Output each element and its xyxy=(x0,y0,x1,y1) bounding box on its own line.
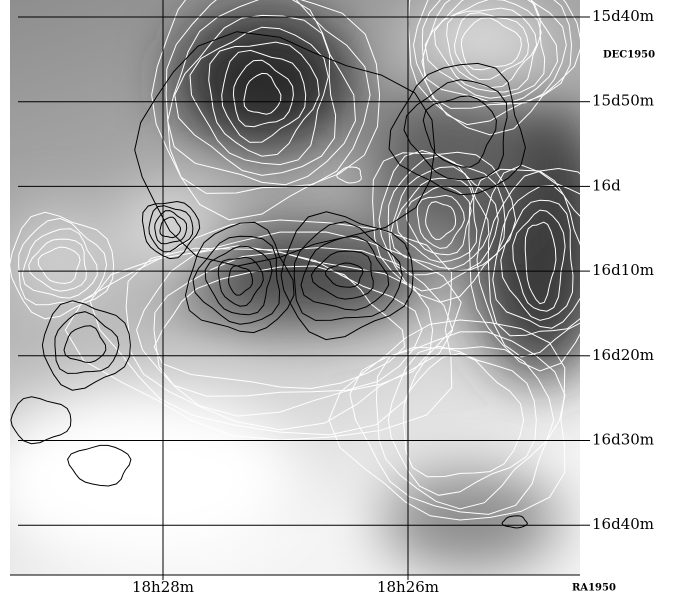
contours-black xyxy=(10,31,528,529)
contour xyxy=(405,185,472,256)
contour xyxy=(387,155,499,276)
contour xyxy=(89,231,462,436)
contour xyxy=(204,245,273,316)
contour xyxy=(63,325,107,364)
contour xyxy=(141,200,201,260)
contour xyxy=(243,72,282,115)
contour xyxy=(151,0,381,221)
contour xyxy=(37,246,81,284)
contour xyxy=(388,62,526,196)
dec-label: 16d40m xyxy=(592,515,654,533)
contour xyxy=(453,12,530,81)
contour xyxy=(500,199,574,321)
contour xyxy=(221,49,307,143)
ra-label: 18h26m xyxy=(377,578,439,596)
contour xyxy=(476,164,580,358)
contour xyxy=(153,265,406,390)
contour xyxy=(425,201,457,240)
contour xyxy=(154,210,188,245)
contour xyxy=(192,235,281,325)
contour xyxy=(167,0,357,186)
contour xyxy=(208,41,320,157)
dec-label: 16d10m xyxy=(592,261,654,279)
contour xyxy=(18,217,108,306)
contour xyxy=(293,221,403,321)
coordinate-grid xyxy=(10,0,590,580)
contour xyxy=(403,352,525,478)
contour xyxy=(10,396,72,445)
contour xyxy=(328,319,566,521)
contour xyxy=(41,300,131,391)
contour xyxy=(21,228,98,299)
contour xyxy=(136,245,434,417)
contour xyxy=(153,251,423,397)
ra-label: 18h28m xyxy=(132,578,194,596)
contour xyxy=(416,194,465,249)
contour xyxy=(227,265,254,296)
contour xyxy=(310,250,374,300)
contour xyxy=(336,166,362,184)
contour xyxy=(165,0,371,194)
contour xyxy=(217,256,264,307)
contour xyxy=(232,59,294,128)
contour xyxy=(424,0,546,99)
image xyxy=(10,0,580,575)
contour xyxy=(174,14,337,176)
contour xyxy=(184,221,295,334)
contour xyxy=(524,221,557,305)
contour xyxy=(300,236,390,311)
dec-label: 15d50m xyxy=(592,92,654,110)
contour xyxy=(280,211,414,341)
contour xyxy=(54,311,120,374)
contour xyxy=(421,0,559,105)
contour xyxy=(372,151,517,303)
contour xyxy=(501,515,528,529)
contour xyxy=(159,216,182,239)
contour xyxy=(468,167,580,372)
contour xyxy=(148,205,194,253)
contour xyxy=(375,346,555,510)
contour xyxy=(349,331,566,515)
contour xyxy=(460,17,522,71)
dec-label: 16d20m xyxy=(592,346,654,364)
contour xyxy=(403,79,508,181)
ra-title: RA1950 xyxy=(572,583,616,594)
contour xyxy=(421,0,567,109)
contour xyxy=(125,247,454,431)
contour xyxy=(189,26,329,166)
contour xyxy=(512,209,566,312)
dec-label: 16d xyxy=(592,176,621,194)
contour xyxy=(134,31,436,267)
contour xyxy=(422,95,497,168)
dec-label: 16d30m xyxy=(592,431,654,449)
contour xyxy=(67,444,132,487)
contour xyxy=(407,0,580,136)
dec-title: DEC1950 xyxy=(603,50,655,61)
contour xyxy=(487,170,580,337)
intensity xyxy=(10,0,580,570)
contour xyxy=(28,238,87,292)
contour xyxy=(324,262,364,288)
contour xyxy=(446,7,538,89)
contour xyxy=(387,345,537,496)
contour xyxy=(433,0,542,93)
dec-label: 15d40m xyxy=(592,7,654,25)
